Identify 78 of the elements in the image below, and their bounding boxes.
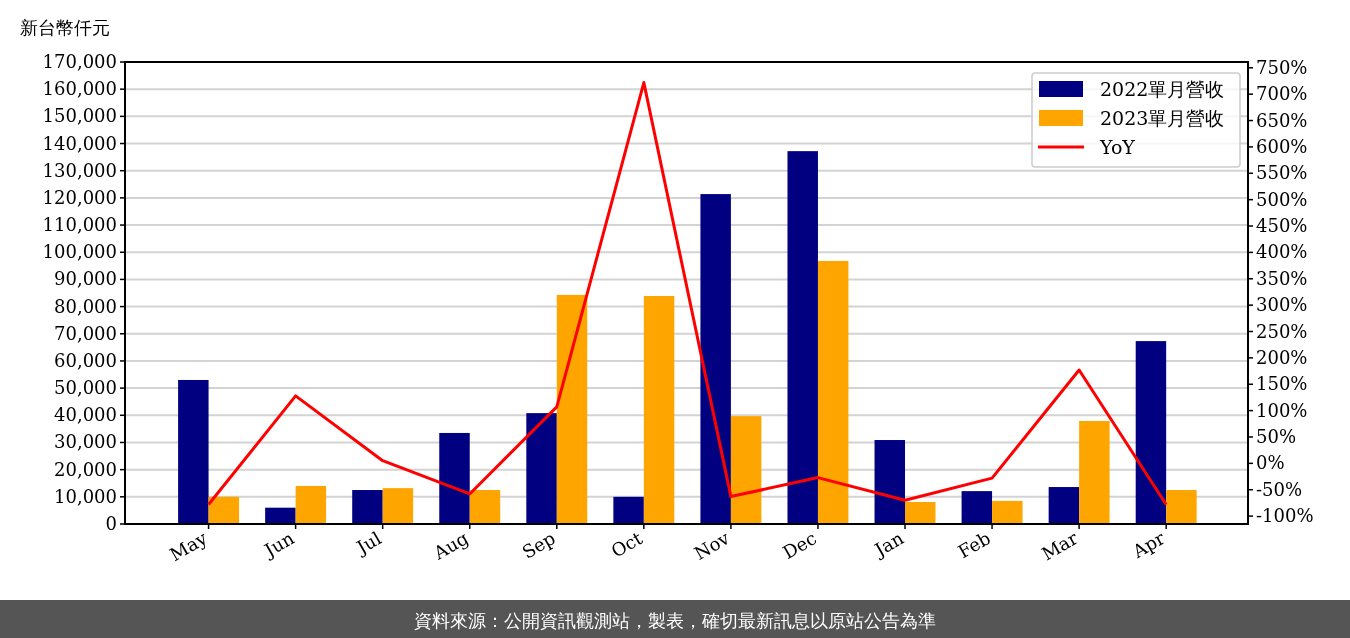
y-axis-title: 新台幣仟元 [20, 17, 110, 38]
y-tick-label: 80,000 [54, 295, 117, 317]
bar [352, 490, 383, 524]
y-tick-label: 150,000 [42, 105, 117, 127]
bar [265, 507, 296, 524]
x-tick-label: Dec [778, 527, 820, 564]
bar [700, 194, 731, 524]
y2-tick-label: 0% [1256, 452, 1285, 474]
y2-tick-label: 300% [1256, 294, 1308, 316]
y-tick-label: 70,000 [54, 322, 117, 344]
y2-tick-label: 650% [1256, 109, 1308, 131]
y2-tick-label: -100% [1256, 505, 1314, 527]
bar [439, 432, 470, 524]
y-tick-label: 140,000 [42, 132, 117, 154]
bar [1079, 421, 1110, 524]
y-tick-label: 130,000 [42, 159, 117, 181]
bar [1166, 490, 1197, 524]
bar [787, 151, 818, 524]
y2-tick-label: 600% [1256, 135, 1308, 157]
y2-tick-label: 200% [1256, 346, 1308, 368]
y-tick-label: 30,000 [54, 431, 117, 453]
bar [961, 491, 993, 524]
y2-tick-label: 50% [1256, 425, 1297, 447]
y2-tick-label: 750% [1256, 56, 1308, 78]
y2-tick-label: -50% [1256, 478, 1303, 500]
bar [992, 500, 1023, 524]
source-note: 資料來源：公開資訊觀測站，製表，確切最新訊息以原站公告為準 [414, 610, 936, 631]
bar [730, 416, 762, 524]
x-tick-label: Apr [1128, 527, 1169, 563]
bar [905, 501, 936, 524]
bar [526, 413, 557, 524]
x-tick-label: Mar [1037, 527, 1082, 565]
y-tick-label: 60,000 [54, 349, 117, 371]
x-tick-label: Oct [607, 526, 647, 562]
y-tick-label: 0 [105, 513, 117, 534]
bar [469, 490, 501, 524]
x-tick-label: Jun [259, 527, 298, 562]
y2-tick-label: 100% [1256, 399, 1308, 421]
y-tick-label: 170,000 [42, 51, 117, 72]
x-tick-label: May [166, 526, 212, 566]
y-tick-label: 40,000 [54, 404, 117, 426]
legend-label: 2023單月營收 [1100, 107, 1225, 129]
y-tick-label: 120,000 [42, 186, 117, 208]
x-tick-label: Jul [351, 527, 385, 559]
x-tick-label: Feb [954, 527, 995, 563]
y-tick-label: 100,000 [42, 241, 117, 263]
x-tick-label: Aug [429, 527, 472, 565]
y-tick-label: 10,000 [54, 485, 117, 507]
y2-tick-label: 500% [1256, 188, 1308, 210]
bar [382, 488, 414, 524]
y-tick-label: 50,000 [54, 377, 117, 399]
bar [295, 485, 327, 524]
x-tick-label: Jan [869, 527, 908, 562]
y2-tick-label: 150% [1256, 373, 1308, 395]
bar [1135, 341, 1167, 524]
y2-tick-label: 250% [1256, 320, 1308, 342]
y2-tick-label: 450% [1256, 215, 1308, 237]
legend-label: 2022單月營收 [1100, 78, 1225, 100]
bar [178, 379, 209, 524]
y-tick-label: 20,000 [54, 458, 117, 480]
bar [208, 496, 240, 524]
bar [613, 496, 644, 524]
bar [556, 294, 588, 524]
bar [643, 295, 675, 524]
bar [874, 440, 906, 524]
bar [817, 260, 849, 524]
y2-tick-label: 350% [1256, 267, 1308, 289]
y2-tick-label: 700% [1256, 83, 1308, 105]
line-series [207, 81, 1168, 506]
y-tick-label: 90,000 [54, 268, 117, 290]
legend-label: YoY [1099, 136, 1136, 158]
bar [1048, 487, 1080, 524]
x-tick-label: Nov [690, 526, 734, 564]
y2-tick-label: 550% [1256, 162, 1308, 184]
y-tick-label: 160,000 [42, 78, 117, 100]
y-tick-label: 110,000 [42, 214, 117, 236]
x-tick-label: Sep [518, 527, 559, 563]
y2-tick-label: 400% [1256, 241, 1308, 263]
